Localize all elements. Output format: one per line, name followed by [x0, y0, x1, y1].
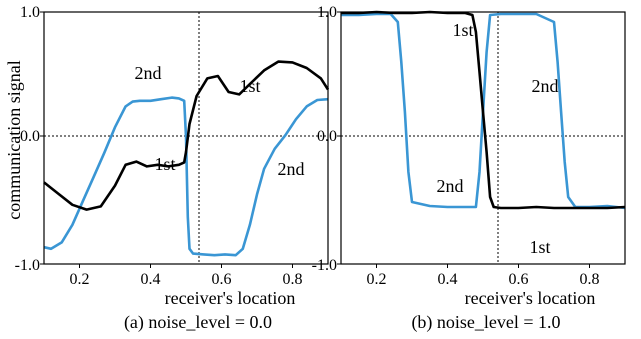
series-annotations: 2nd 1st 1st 2nd	[135, 63, 305, 179]
y-tick-label: 0.0	[20, 128, 40, 145]
chart-panel-b: 0.2 0.4 0.6 0.8 1.0 0.0 -1.0 1st 2nd 2nd…	[312, 4, 626, 333]
y-tick-label: 1.0	[317, 4, 337, 21]
x-tick-label: 0.2	[367, 271, 387, 288]
series-line-1st	[43, 60, 330, 211]
x-axis-label: receiver's location	[165, 288, 296, 308]
x-ticks: 0.2 0.4 0.6 0.8	[70, 264, 303, 288]
annotation-1st: 1st	[154, 154, 175, 174]
annotation-1st: 1st	[529, 237, 550, 257]
series-line-1st	[341, 10, 626, 210]
chart-panel-a: 0.2 0.4 0.6 0.8 1.0 0.0 -1.0 2nd 1st 1st…	[15, 4, 330, 333]
x-tick-label: 0.8	[580, 271, 600, 288]
panel-caption: (a) noise_level = 0.0	[124, 312, 272, 333]
annotation-2nd: 2nd	[532, 76, 559, 96]
y-ticks: 1.0 0.0 -1.0	[15, 4, 44, 274]
y-tick-label: 1.0	[20, 4, 40, 21]
series-lines	[43, 60, 330, 257]
y-axis-label: communication signal	[4, 60, 24, 219]
series-lines	[341, 10, 626, 210]
annotation-1st: 1st	[239, 76, 260, 96]
series-annotations: 1st 2nd 2nd 1st	[437, 20, 559, 257]
annotation-2nd: 2nd	[135, 63, 162, 83]
y-tick-label: 0.0	[317, 128, 337, 145]
y-tick-label: -1.0	[312, 257, 337, 274]
plot-frame	[43, 11, 329, 265]
y-ticks: 1.0 0.0 -1.0	[312, 4, 341, 274]
x-tick-label: 0.2	[70, 271, 90, 288]
x-ticks: 0.2 0.4 0.6 0.8	[367, 264, 600, 288]
x-tick-label: 0.4	[141, 271, 161, 288]
series-line-2nd	[43, 96, 329, 257]
plot-frame	[340, 11, 626, 265]
annotation-2nd: 2nd	[278, 159, 305, 179]
annotation-1st: 1st	[452, 20, 473, 40]
x-tick-label: 0.6	[509, 271, 529, 288]
x-tick-label: 0.6	[212, 271, 232, 288]
annotation-2nd: 2nd	[437, 176, 464, 196]
y-tick-label: -1.0	[15, 257, 40, 274]
x-tick-label: 0.8	[283, 271, 303, 288]
x-tick-label: 0.4	[438, 271, 458, 288]
panel-caption: (b) noise_level = 1.0	[411, 312, 560, 333]
x-axis-label: receiver's location	[465, 288, 596, 308]
